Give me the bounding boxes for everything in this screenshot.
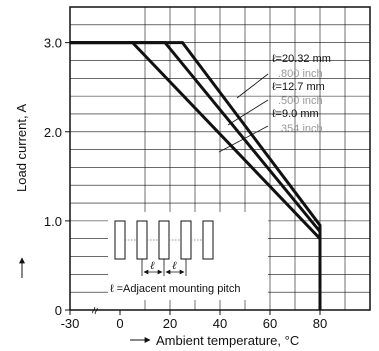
inset-note: ℓ =Adjacent mounting pitch <box>110 283 240 295</box>
y-tick-label: 0 <box>55 303 62 318</box>
x-tick-label: 40 <box>213 316 227 331</box>
y-tick-label: 2.0 <box>44 125 62 140</box>
x-tick-label: 80 <box>313 316 327 331</box>
x-tick-label: 20 <box>163 316 177 331</box>
label-leader-2 <box>227 99 269 126</box>
series-label-2: ℓ=12.7 mm <box>272 81 325 93</box>
series-line-3 <box>70 41 322 310</box>
relay-block <box>158 220 170 260</box>
y-axis-title: Load current, A <box>14 104 29 278</box>
relay-block <box>136 220 148 260</box>
series-label-3: ℓ=9.0 mm <box>272 108 319 120</box>
label-leader-3 <box>218 125 269 153</box>
series-sublabel-1: .800 inch <box>278 68 323 80</box>
relay-block <box>180 220 192 260</box>
mounting-pitch-inset: ℓ ℓ ℓ =Adjacent mounting pitch <box>108 212 268 300</box>
series-labels: ℓ=20.32 mm .800 inch ℓ=12.7 mm .500 inch… <box>218 53 331 153</box>
x-tick-label: -30 <box>61 316 80 331</box>
x-tick-label: 60 <box>263 316 277 331</box>
series-sublabel-3: .354 inch <box>278 123 323 135</box>
series-layer <box>70 41 322 310</box>
pitch-symbol: ℓ <box>150 260 155 272</box>
pitch-symbol: ℓ <box>172 260 177 272</box>
x-axis-break: ≈ <box>86 305 103 317</box>
y-tick-label: 3.0 <box>44 36 62 51</box>
label-leader-1 <box>236 73 269 99</box>
x-axis-title: Ambient temperature, °C <box>130 333 299 348</box>
series-label-1: ℓ=20.32 mm <box>272 53 331 65</box>
y-axis-label: Load current, A <box>14 104 29 192</box>
x-axis-label: Ambient temperature, °C <box>156 333 299 348</box>
relay-block <box>202 220 214 260</box>
x-tick-label: 0 <box>116 316 123 331</box>
series-sublabel-2: .500 inch <box>278 95 323 107</box>
relay-block <box>114 220 126 260</box>
y-tick-label: 1.0 <box>44 214 62 229</box>
